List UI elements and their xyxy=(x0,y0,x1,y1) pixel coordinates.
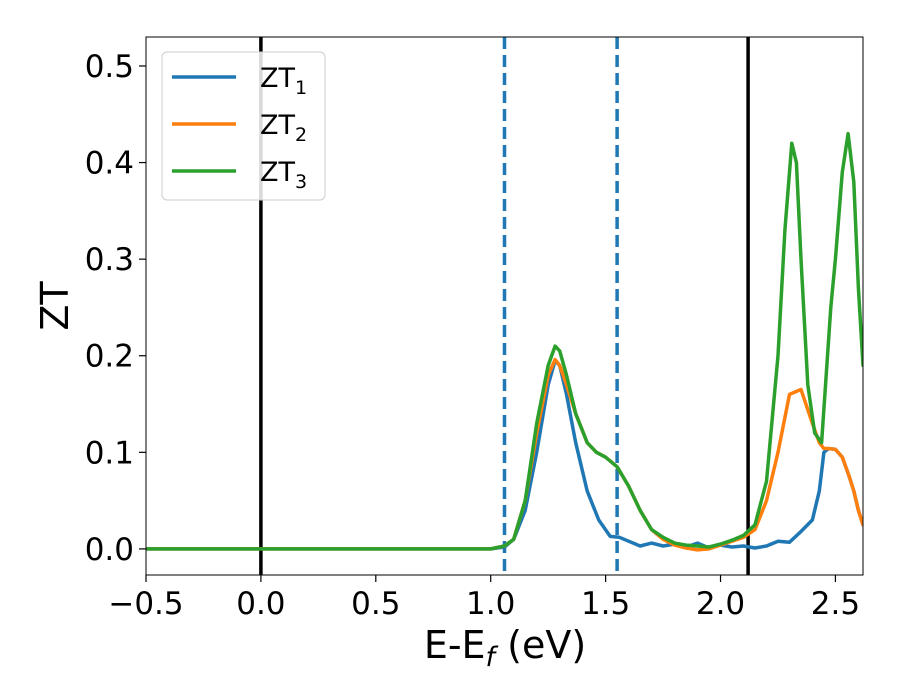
y-tick-label: 0.2 xyxy=(85,339,134,375)
y-tick-label: 0.1 xyxy=(85,435,134,471)
legend: ZT1 ZT2 ZT3 xyxy=(161,51,326,201)
legend-box xyxy=(161,51,326,201)
plot-frame xyxy=(145,36,864,576)
y-tick-label: 0.5 xyxy=(85,49,134,85)
legend-label-3: ZT3 xyxy=(260,157,307,193)
x-tick-label: 2.0 xyxy=(696,586,745,622)
x-axis-label: E-Ef (eV) xyxy=(424,623,586,673)
legend-label-2: ZT2 xyxy=(260,110,307,146)
x-tick-label: 0.0 xyxy=(236,586,285,622)
series-lines xyxy=(146,131,863,552)
x-tick-label: 1.5 xyxy=(581,586,630,622)
y-axis-label: ZT xyxy=(33,281,77,331)
series-line-3 xyxy=(146,131,863,551)
x-axis-label-unit: (eV) xyxy=(495,623,586,667)
x-tick-label: −0.5 xyxy=(108,586,183,622)
y-tick-label: 0.0 xyxy=(85,532,134,568)
x-axis: −0.5 0.0 0.5 1.0 1.5 2.0 2.5 xyxy=(108,575,860,622)
x-tick-label: 1.0 xyxy=(466,586,515,622)
x-tick-label: 0.5 xyxy=(351,586,400,622)
y-axis: 0.0 0.1 0.2 0.3 0.4 0.5 xyxy=(85,49,146,568)
legend-label-1: ZT1 xyxy=(260,63,307,99)
y-tick-label: 0.3 xyxy=(85,242,134,278)
x-tick-label: 2.5 xyxy=(811,586,860,622)
y-tick-label: 0.4 xyxy=(85,146,134,182)
